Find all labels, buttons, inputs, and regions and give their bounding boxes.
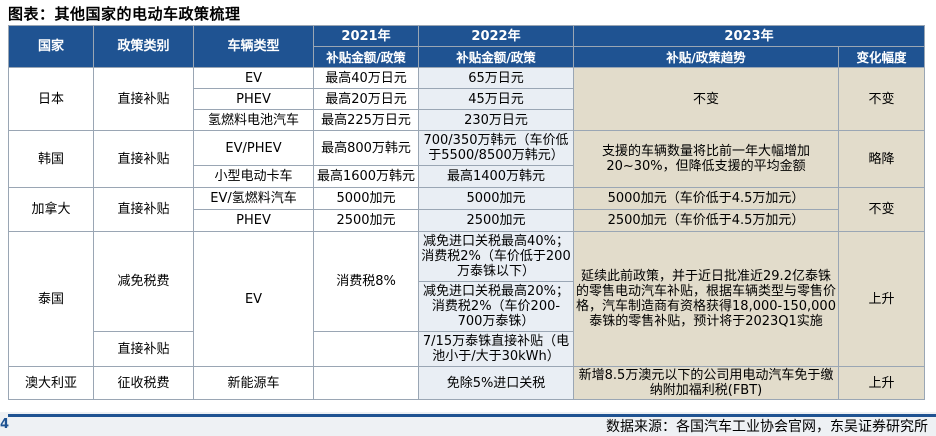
- y2022-australia: 免除5%进口关税: [418, 366, 574, 400]
- footer-divider: [8, 414, 936, 417]
- y2022-cell: 2500加元: [418, 209, 574, 232]
- change-canada: 不变: [838, 187, 925, 232]
- table-row: 澳大利亚 征收税费 新能源车 免除5%进口关税 新增8.5万澳元以下的公司用电动…: [8, 366, 925, 400]
- table-row: 加拿大 直接补贴 EV/氢燃料汽车 5000加元 5000加元 5000加元（车…: [8, 187, 925, 232]
- policy-type-thailand-subsidy: 直接补贴: [93, 331, 194, 367]
- table-row: 直接补贴 7/15万泰铢直接补贴（电池小于/大于30kWh）: [9, 331, 925, 367]
- y2021-cell: 2500加元: [313, 209, 419, 232]
- y2023-cell: 2500加元（车价低于4.5万加元）: [573, 209, 839, 232]
- y2023-cell: 5000加元（车价低于4.5万加元）: [573, 187, 839, 210]
- y2022-thailand-import-b: 减免进口关税最高20%；消费税2%（车价200-700万泰铢）: [418, 281, 574, 332]
- y2021-cell: 最高225万日元: [313, 109, 419, 131]
- country-australia: 澳大利亚: [8, 366, 94, 400]
- vehicle-cell: 小型电动卡车: [193, 165, 314, 188]
- y2021-thailand: 消费税8%: [313, 231, 419, 332]
- header-2022-sub: 补贴金额/政策: [418, 46, 574, 68]
- y2021-cell: 最高40万日元: [313, 67, 419, 89]
- y2022-cell: 45万日元: [418, 88, 574, 110]
- y2021-australia-empty: [313, 366, 419, 400]
- header-2023: 2023年: [573, 25, 925, 47]
- vehicle-australia: 新能源车: [193, 366, 314, 400]
- header-2023-sub: 补贴/政策趋势: [573, 46, 839, 68]
- vehicle-cell: PHEV: [193, 209, 314, 232]
- country-thailand: 泰国: [8, 231, 94, 367]
- y2021-cell: 最高20万日元: [313, 88, 419, 110]
- y2022-cell: 65万日元: [418, 67, 574, 89]
- change-korea: 略降: [838, 130, 925, 188]
- country-japan: 日本: [8, 67, 94, 131]
- header-country: 国家: [8, 25, 94, 68]
- country-korea: 韩国: [8, 130, 94, 188]
- y2022-cell: 5000加元: [418, 187, 574, 210]
- header-2022: 2022年: [418, 25, 574, 47]
- y2021-thailand-empty: [313, 331, 419, 367]
- table-row: 减免进口关税最高20%；消费税2%（车价200-700万泰铢）: [9, 281, 925, 332]
- y2023-australia: 新增8.5万澳元以下的公司用电动汽车免于缴纳附加福利税(FBT): [573, 366, 839, 400]
- country-canada: 加拿大: [8, 187, 94, 232]
- policy-type-japan: 直接补贴: [93, 67, 194, 131]
- table-row: PHEV 最高20万日元 45万日元: [9, 88, 925, 110]
- page-number: 4: [0, 417, 10, 432]
- y2021-cell: 最高1600万韩元: [313, 165, 419, 188]
- vehicle-cell: PHEV: [193, 88, 314, 110]
- y2022-cell: 700/350万韩元（车价低于5500/8500万韩元）: [418, 130, 574, 166]
- footer: 4 数据来源：各国汽车工业协会官网，东吴证券研究所: [0, 412, 936, 436]
- policy-type-thailand-tax: 减免税费: [93, 231, 194, 332]
- vehicle-thailand: EV: [193, 231, 314, 367]
- policy-type-korea: 直接补贴: [93, 130, 194, 188]
- table-row: 日本 直接补贴 EV 最高40万日元 65万日元 不变 不变: [8, 67, 925, 131]
- vehicle-cell: EV/PHEV: [193, 130, 314, 166]
- header-policy-type: 政策类别: [93, 25, 194, 68]
- table-row: 氢燃料电池汽车 最高225万日元 230万日元: [9, 109, 925, 131]
- vehicle-cell: 氢燃料电池汽车: [193, 109, 314, 131]
- header-2021: 2021年: [313, 25, 419, 47]
- y2021-cell: 5000加元: [313, 187, 419, 210]
- policy-table: 国家 政策类别 车辆类型 2021年 2022年 2023年 补贴金额/政策 补…: [8, 25, 925, 400]
- y2022-cell: 最高1400万韩元: [418, 165, 574, 188]
- y2023-japan: 不变: [573, 67, 839, 131]
- change-australia: 上升: [838, 366, 925, 400]
- table-row: 泰国 减免税费 EV 消费税8% 减免进口关税最高40%；消费税2%（车价低于2…: [8, 231, 925, 367]
- table-row: 韩国 直接补贴 EV/PHEV 最高800万韩元 700/350万韩元（车价低于…: [8, 130, 925, 188]
- data-source: 数据来源：各国汽车工业协会官网，东吴证券研究所: [606, 419, 928, 435]
- policy-type-canada: 直接补贴: [93, 187, 194, 232]
- vehicle-cell: EV: [193, 67, 314, 89]
- header-change: 变化幅度: [838, 46, 925, 68]
- y2023-korea: 支援的车辆数量将比前一年大幅增加20~30%，但降低支援的平均金额: [573, 130, 839, 188]
- y2023-thailand: 延续此前政策，并于近日批准近29.2亿泰铢的零售电动汽车补贴，根据车辆类型与零售…: [573, 231, 839, 367]
- header-vehicle-type: 车辆类型: [193, 25, 314, 68]
- y2022-cell: 230万日元: [418, 109, 574, 131]
- header-2021-sub: 补贴金额/政策: [313, 46, 419, 68]
- y2021-cell: 最高800万韩元: [313, 130, 419, 166]
- table-row: 小型电动卡车 最高1600万韩元 最高1400万韩元: [9, 165, 925, 188]
- header-row-2: 补贴金额/政策 补贴金额/政策 补贴/政策趋势 变化幅度: [9, 46, 925, 68]
- vehicle-cell: EV/氢燃料汽车: [193, 187, 314, 210]
- policy-type-australia: 征收税费: [93, 366, 194, 400]
- figure-title: 图表：其他国家的电动车政策梳理: [8, 5, 241, 23]
- y2022-thailand-import-a: 减免进口关税最高40%；消费税2%（车价低于200万泰铢以下）: [418, 231, 574, 282]
- change-thailand: 上升: [838, 231, 925, 367]
- header-row-1: 国家 政策类别 车辆类型 2021年 2022年 2023年: [8, 25, 925, 68]
- change-japan: 不变: [838, 67, 925, 131]
- y2022-thailand-subsidy: 7/15万泰铢直接补贴（电池小于/大于30kWh）: [418, 331, 574, 367]
